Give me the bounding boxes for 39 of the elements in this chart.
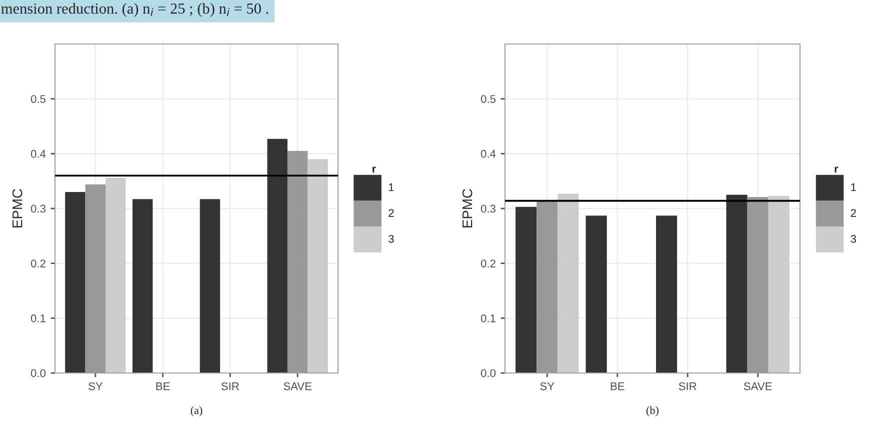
legend-label: 3 (850, 234, 856, 243)
y-axis-title: EPMC (12, 188, 22, 228)
y-axis-title: EPMC (462, 188, 472, 228)
bar (65, 192, 86, 373)
y-tick-label: 0.2 (480, 260, 496, 268)
y-tick-label: 0.4 (30, 150, 46, 158)
y-tick-label: 0.1 (480, 314, 496, 322)
legend-label: 1 (851, 183, 856, 192)
x-tick-label: BE (610, 382, 624, 390)
y-tick-label: 0.3 (480, 204, 496, 213)
x-tick-label: BE (156, 382, 170, 390)
y-tick-label: 0.0 (480, 369, 496, 378)
y-tick-label: 0.2 (30, 260, 46, 268)
x-tick-label: SAVE (744, 382, 772, 390)
x-axis-title: (a) (190, 406, 202, 416)
legend-label: 2 (388, 209, 394, 217)
bar (267, 138, 288, 373)
y-tick-label: 0.5 (30, 95, 46, 103)
x-tick-label: SY (88, 382, 103, 390)
y-tick-label: 0.3 (30, 204, 46, 213)
y-tick-label: 0.0 (30, 369, 46, 378)
x-tick-label: SY (540, 382, 554, 390)
y-tick-label: 0.4 (480, 150, 496, 158)
bar (106, 178, 126, 373)
x-tick-label: SIR (221, 382, 239, 390)
x-tick-label: SIR (678, 382, 696, 390)
legend-label: 1 (388, 183, 394, 192)
legend-title: r (372, 166, 376, 173)
legend-title: r (834, 166, 838, 173)
bar (132, 199, 153, 373)
y-tick-label: 0.5 (480, 95, 496, 103)
text: mension reduction. (a) n$_{i}$ = 25 ; (b) n$_{i}$ = 50 . (1, 2, 268, 17)
x-axis-title: (b) (646, 406, 658, 416)
bar (308, 159, 328, 373)
bar (200, 199, 220, 373)
legend-label: 2 (850, 209, 856, 217)
y-tick-label: 0.1 (30, 314, 46, 322)
legend-label: 3 (388, 234, 394, 243)
x-tick-label: SAVE (284, 382, 312, 390)
